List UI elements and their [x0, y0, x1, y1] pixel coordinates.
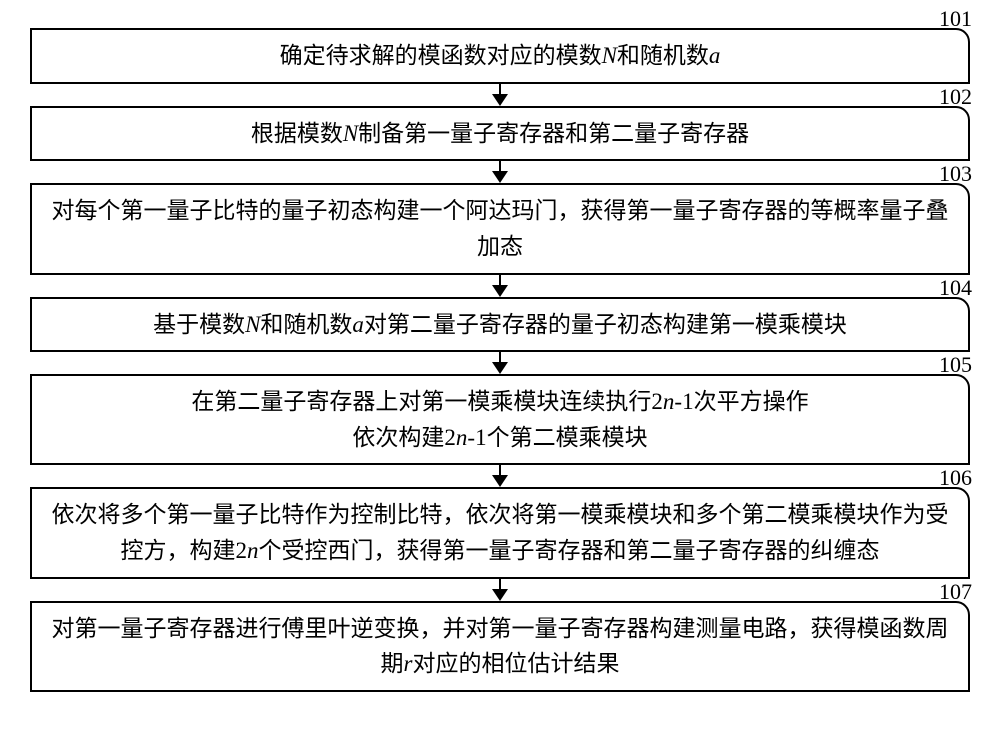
- math-var: N: [245, 312, 260, 337]
- step-104: 104基于模数N和随机数a对第二量子寄存器的量子初态构建第一模乘模块: [30, 297, 970, 353]
- step-text: 对第二量子寄存器的量子初态构建第一模乘模块: [364, 312, 847, 337]
- step-text: 个受控西门，获得第一量子寄存器和第二量子寄存器的纠缠态: [259, 538, 880, 563]
- step-text: 和随机数: [617, 43, 709, 68]
- step-number-label: 106: [939, 465, 972, 491]
- step-number-label: 102: [939, 84, 972, 110]
- step-box: 在第二量子寄存器上对第一模乘模块连续执行2n-1次平方操作依次构建2n-1个第二…: [30, 374, 970, 465]
- step-107: 107对第一量子寄存器进行傅里叶逆变换，并对第一量子寄存器构建测量电路，获得模函…: [30, 601, 970, 692]
- step-number-label: 105: [939, 352, 972, 378]
- step-box: 基于模数N和随机数a对第二量子寄存器的量子初态构建第一模乘模块: [30, 297, 970, 353]
- step-103: 103对每个第一量子比特的量子初态构建一个阿达玛门，获得第一量子寄存器的等概率量…: [30, 183, 970, 274]
- step-text: 在第二量子寄存器上对第一模乘模块连续执行2: [191, 389, 663, 414]
- step-box: 根据模数N制备第一量子寄存器和第二量子寄存器: [30, 106, 970, 162]
- step-101: 101确定待求解的模函数对应的模数N和随机数a: [30, 28, 970, 84]
- math-var: n: [663, 389, 675, 414]
- step-number-label: 107: [939, 579, 972, 605]
- step-box: 依次将多个第一量子比特作为控制比特，依次将第一模乘模块和多个第二模乘模块作为受控…: [30, 487, 970, 578]
- arrow-down: [30, 465, 970, 487]
- step-number-label: 104: [939, 275, 972, 301]
- step-text: 确定待求解的模函数对应的模数: [280, 43, 602, 68]
- step-text: -1个第二模乘模块: [467, 425, 647, 450]
- step-102: 102根据模数N制备第一量子寄存器和第二量子寄存器: [30, 106, 970, 162]
- math-var: n: [247, 538, 259, 563]
- step-text: 依次构建2: [352, 425, 456, 450]
- step-number-label: 101: [939, 6, 972, 32]
- arrow-down: [30, 579, 970, 601]
- flowchart: 101确定待求解的模函数对应的模数N和随机数a102根据模数N制备第一量子寄存器…: [30, 28, 970, 692]
- step-105: 105在第二量子寄存器上对第一模乘模块连续执行2n-1次平方操作依次构建2n-1…: [30, 374, 970, 465]
- step-box: 确定待求解的模函数对应的模数N和随机数a: [30, 28, 970, 84]
- step-box: 对每个第一量子比特的量子初态构建一个阿达玛门，获得第一量子寄存器的等概率量子叠加…: [30, 183, 970, 274]
- step-number-label: 103: [939, 161, 972, 187]
- step-text: 制备第一量子寄存器和第二量子寄存器: [358, 121, 749, 146]
- step-box: 对第一量子寄存器进行傅里叶逆变换，并对第一量子寄存器构建测量电路，获得模函数周期…: [30, 601, 970, 692]
- math-var: N: [343, 121, 358, 146]
- arrow-down: [30, 84, 970, 106]
- math-var: N: [602, 43, 617, 68]
- step-text: 根据模数: [251, 121, 343, 146]
- step-text: 对每个第一量子比特的量子初态构建一个阿达玛门，获得第一量子寄存器的等概率量子叠加…: [52, 198, 949, 259]
- step-text: 和随机数: [260, 312, 352, 337]
- arrow-down: [30, 275, 970, 297]
- step-text: 对应的相位估计结果: [412, 651, 619, 676]
- math-var: n: [456, 425, 468, 450]
- step-106: 106依次将多个第一量子比特作为控制比特，依次将第一模乘模块和多个第二模乘模块作…: [30, 487, 970, 578]
- math-var: a: [709, 43, 721, 68]
- step-text: -1次平方操作: [674, 389, 808, 414]
- arrow-down: [30, 352, 970, 374]
- arrow-down: [30, 161, 970, 183]
- math-var: a: [352, 312, 364, 337]
- step-text: 基于模数: [153, 312, 245, 337]
